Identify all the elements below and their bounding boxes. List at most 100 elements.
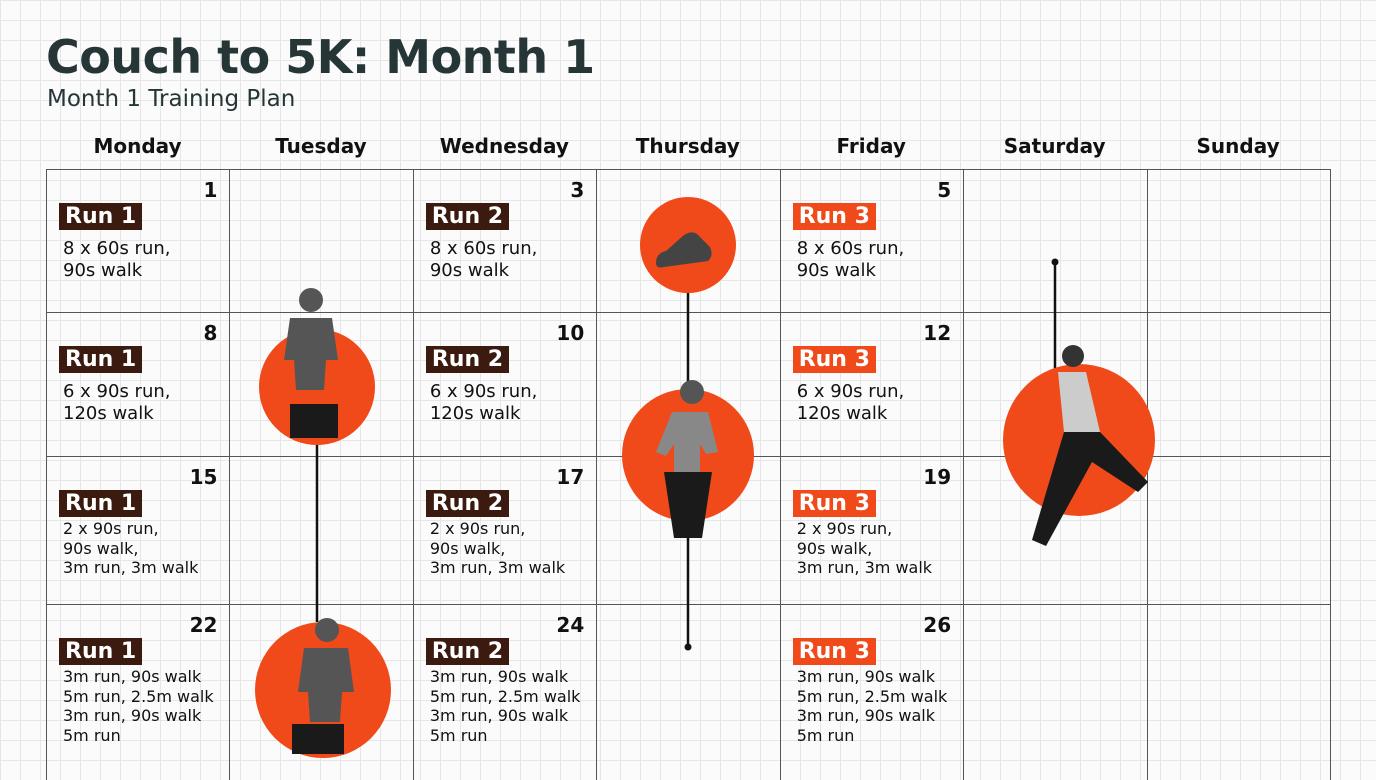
run-badge: Run 2: [425, 638, 510, 665]
workout-line: 8 x 60s run,: [63, 238, 171, 259]
day-cell: [229, 312, 414, 457]
day-cell: 8 Run 1 6 x 90s run, 120s walk: [46, 312, 231, 457]
workout-line: 3m run, 3m walk: [63, 558, 199, 577]
workout: 3m run, 90s walk 5m run, 2.5m walk 3m run,…: [797, 667, 948, 745]
day-cell: [963, 604, 1148, 780]
workout-line: 90s walk,: [63, 538, 139, 558]
day-number: 3: [570, 178, 585, 202]
day-number: 10: [556, 321, 585, 345]
day-cell: 10 Run 2 6 x 90s run, 120s walk: [412, 312, 598, 457]
workout-line: 2 x 90s run,: [63, 519, 159, 538]
day-number: 8: [203, 321, 218, 345]
day-number: 26: [923, 613, 952, 637]
workout-line: 3m run, 90s walk: [63, 706, 202, 725]
workout: 2 x 90s run, 90s walk, 3m run, 3m walk: [63, 519, 198, 578]
workout-line: 90s walk,: [429, 538, 506, 558]
workout: 6 x 90s run, 120s walk: [430, 381, 538, 425]
workout-line: 3m run, 3m walk: [429, 558, 566, 577]
workout: 6 x 90s run, 120s walk: [63, 381, 171, 425]
workout: 2 x 90s run, 90s walk, 3m run, 3m walk: [430, 519, 565, 578]
workout-line: 6 x 90s run,: [63, 381, 171, 402]
day-number: 12: [923, 321, 952, 345]
day-header: Tuesday: [275, 134, 367, 158]
day-cell: 26 Run 3 3m run, 90s walk 5m run, 2.5m walk…: [779, 604, 965, 780]
title: Couch to 5K: Month 1: [46, 30, 595, 84]
workout-line: 3m run, 90s walk: [796, 706, 935, 725]
run-badge: Run 1: [59, 638, 143, 665]
workout-line: 3m run, 3m walk: [796, 558, 933, 577]
day-cell: [229, 169, 414, 313]
workout-line: 2 x 90s run,: [796, 519, 893, 538]
run-badge: Run 3: [792, 346, 876, 373]
day-number: 19: [923, 465, 952, 489]
workout-line: 5m run, 2.5m walk: [429, 686, 581, 706]
workout-line: 5m run, 2.5m walk: [796, 686, 948, 706]
workout: 8 x 60s run, 90s walk: [430, 238, 538, 282]
day-number: 24: [556, 613, 585, 637]
day-number: 5: [937, 178, 952, 202]
workout: 8 x 60s run, 90s walk: [63, 238, 171, 282]
day-cell: [596, 169, 781, 313]
day-cell: [596, 604, 781, 780]
workout-line: 90s walk: [429, 260, 510, 281]
run-badge: Run 2: [425, 490, 510, 517]
day-number: 17: [556, 465, 585, 489]
workout-line: 90s walk,: [796, 538, 873, 558]
day-header: Thursday: [635, 134, 740, 158]
workout-line: 6 x 90s run,: [429, 381, 538, 402]
workout-line: 5m run: [796, 725, 855, 745]
day-cell: 5 Run 3 8 x 60s run, 90s walk: [779, 169, 965, 313]
run-badge: Run 2: [425, 346, 510, 373]
day-number: 15: [189, 465, 218, 489]
run-badge: Run 1: [59, 203, 143, 230]
day-cell: 22 Run 1 3m run, 90s walk 5m run, 2.5m walk…: [46, 604, 231, 780]
day-cell: 1 Run 1 8 x 60s run, 90s walk: [46, 169, 231, 313]
day-cell: [229, 456, 414, 605]
day-cell: [1146, 456, 1331, 605]
workout-line: 2 x 90s run,: [429, 519, 526, 538]
workout-line: 5m run, 2.5m walk: [63, 686, 214, 706]
day-cell: [963, 456, 1148, 605]
day-header: Friday: [836, 134, 906, 158]
workout: 8 x 60s run, 90s walk: [797, 238, 905, 282]
day-cell: [596, 312, 781, 457]
day-number: 1: [203, 178, 218, 202]
workout-line: 90s walk: [796, 260, 876, 281]
day-cell: [1146, 312, 1331, 457]
run-badge: Run 2: [425, 203, 510, 230]
day-header: Wednesday: [439, 134, 569, 158]
day-cell: [963, 169, 1148, 313]
workout-line: 8 x 60s run,: [429, 238, 538, 259]
workout-line: 5m run: [429, 725, 488, 745]
day-header: Saturday: [1003, 134, 1106, 158]
day-cell: 24 Run 2 3m run, 90s walk 5m run, 2.5m walk…: [412, 604, 598, 780]
workout-line: 120s walk: [63, 403, 154, 424]
day-header: Monday: [93, 134, 182, 158]
day-cell: [229, 604, 414, 780]
day-cell: [1146, 604, 1331, 780]
run-badge: Run 1: [59, 490, 143, 517]
workout: 2 x 90s run, 90s walk, 3m run, 3m walk: [797, 519, 932, 578]
workout: 6 x 90s run, 120s walk: [797, 381, 905, 425]
day-cell: [963, 312, 1148, 457]
day-cell: 12 Run 3 6 x 90s run, 120s walk: [779, 312, 965, 457]
workout-line: 5m run: [63, 725, 121, 745]
subtitle: Month 1 Training Plan: [47, 86, 296, 112]
day-header: Sunday: [1196, 134, 1280, 158]
workout-line: 3m run, 90s walk: [63, 667, 202, 686]
workout-line: 90s walk: [63, 260, 143, 281]
workout-line: 3m run, 90s walk: [796, 667, 935, 686]
workout-line: 120s walk: [429, 403, 521, 424]
workout-line: 6 x 90s run,: [796, 381, 905, 402]
workout-line: 3m run, 90s walk: [429, 667, 569, 686]
run-badge: Run 1: [59, 346, 143, 373]
day-number: 22: [189, 613, 218, 637]
workout-line: 3m run, 90s walk: [429, 706, 569, 725]
workout-line: 120s walk: [796, 403, 888, 424]
workout-line: 8 x 60s run,: [796, 238, 905, 259]
day-cell: 3 Run 2 8 x 60s run, 90s walk: [412, 169, 598, 313]
